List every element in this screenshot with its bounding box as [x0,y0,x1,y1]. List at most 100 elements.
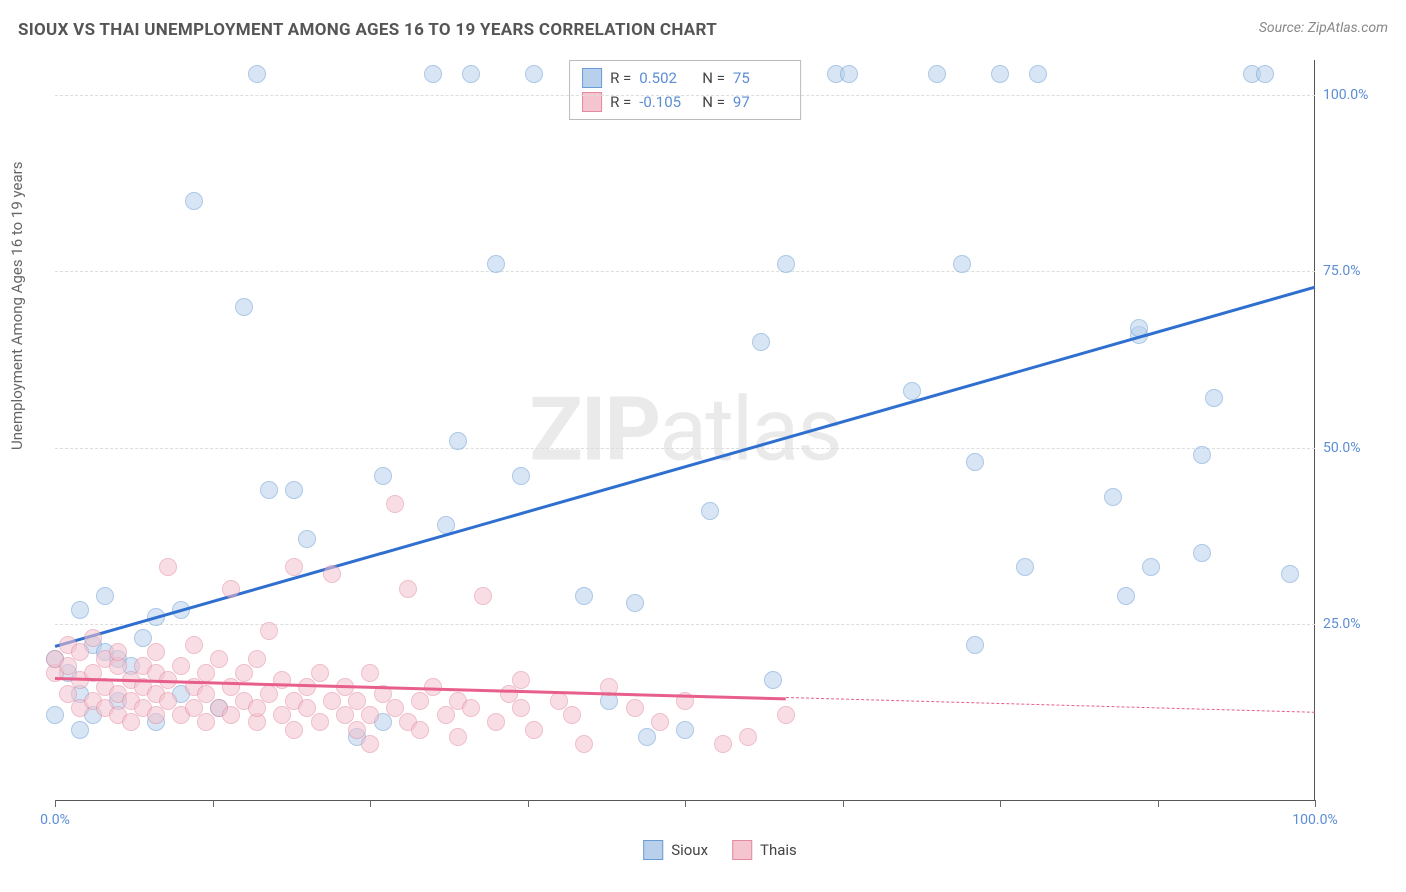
data-point [235,298,253,316]
legend-row-sioux: R = 0.502 N = 75 [582,66,788,90]
data-point [172,657,190,675]
data-point [399,580,417,598]
data-point [197,664,215,682]
data-point [764,671,782,689]
data-point [260,481,278,499]
data-point [928,65,946,83]
data-point [1256,65,1274,83]
data-point [1029,65,1047,83]
data-point [1205,389,1223,407]
data-point [374,467,392,485]
data-point [563,706,581,724]
gridline [55,95,1315,96]
data-point [1104,488,1122,506]
data-point [966,453,984,471]
data-point [953,255,971,273]
data-point [248,65,266,83]
data-point [512,467,530,485]
x-tick [685,800,686,807]
correlation-chart: ZIPatlas R = 0.502 N = 75 R = -0.105 N =… [55,60,1385,830]
data-point [638,728,656,746]
data-point [777,706,795,724]
data-point [575,735,593,753]
x-tick [1158,800,1159,807]
data-point [411,721,429,739]
data-point [361,706,379,724]
x-tick [843,800,844,807]
y-tick-label: 75.0% [1323,263,1383,279]
data-point [449,432,467,450]
data-point [260,685,278,703]
data-point [386,495,404,513]
data-point [285,721,303,739]
data-point [752,333,770,351]
swatch-sioux [582,68,602,88]
trend-line [786,697,1315,713]
legend-row-thais: R = -0.105 N = 97 [582,90,788,114]
data-point [84,629,102,647]
y-axis-label: Unemployment Among Ages 16 to 19 years [8,162,26,450]
data-point [714,735,732,753]
x-tick-label: 0.0% [40,812,70,828]
data-point [311,664,329,682]
title-bar: SIOUX VS THAI UNEMPLOYMENT AMONG AGES 16… [18,20,1388,50]
data-point [1193,446,1211,464]
data-point [966,636,984,654]
legend-item-thais: Thais [732,840,797,860]
swatch-icon [732,840,752,860]
data-point [361,735,379,753]
gridline [55,271,1315,272]
x-tick [55,800,56,807]
data-point [185,192,203,210]
data-point [487,713,505,731]
data-point [525,65,543,83]
data-point [512,699,530,717]
data-point [311,713,329,731]
data-point [285,481,303,499]
data-point [323,565,341,583]
data-point [298,530,316,548]
data-point [96,587,114,605]
data-point [46,706,64,724]
x-tick-label: 100.0% [1292,812,1337,828]
data-point [147,643,165,661]
data-point [285,558,303,576]
data-point [626,594,644,612]
data-point [424,65,442,83]
data-point [1016,558,1034,576]
data-point [361,664,379,682]
data-point [487,255,505,273]
data-point [437,706,455,724]
correlation-legend: R = 0.502 N = 75 R = -0.105 N = 97 [569,60,801,120]
data-point [626,699,644,717]
data-point [122,713,140,731]
series-legend: Sioux Thais [643,840,797,860]
x-tick [370,800,371,807]
data-point [222,706,240,724]
data-point [222,580,240,598]
swatch-icon [643,840,663,860]
data-point [449,728,467,746]
data-point [1193,544,1211,562]
y-axis-line [1314,60,1315,800]
data-point [676,721,694,739]
data-point [197,713,215,731]
y-tick-label: 100.0% [1323,87,1383,103]
gridline [55,448,1315,449]
data-point [147,706,165,724]
data-point [185,636,203,654]
x-tick [1000,800,1001,807]
data-point [651,713,669,731]
data-point [109,643,127,661]
data-point [248,650,266,668]
data-point [701,502,719,520]
data-point [71,601,89,619]
data-point [159,558,177,576]
data-point [525,721,543,739]
y-tick-label: 50.0% [1323,440,1383,456]
data-point [739,728,757,746]
x-tick [213,800,214,807]
data-point [512,671,530,689]
data-point [71,721,89,739]
data-point [840,65,858,83]
